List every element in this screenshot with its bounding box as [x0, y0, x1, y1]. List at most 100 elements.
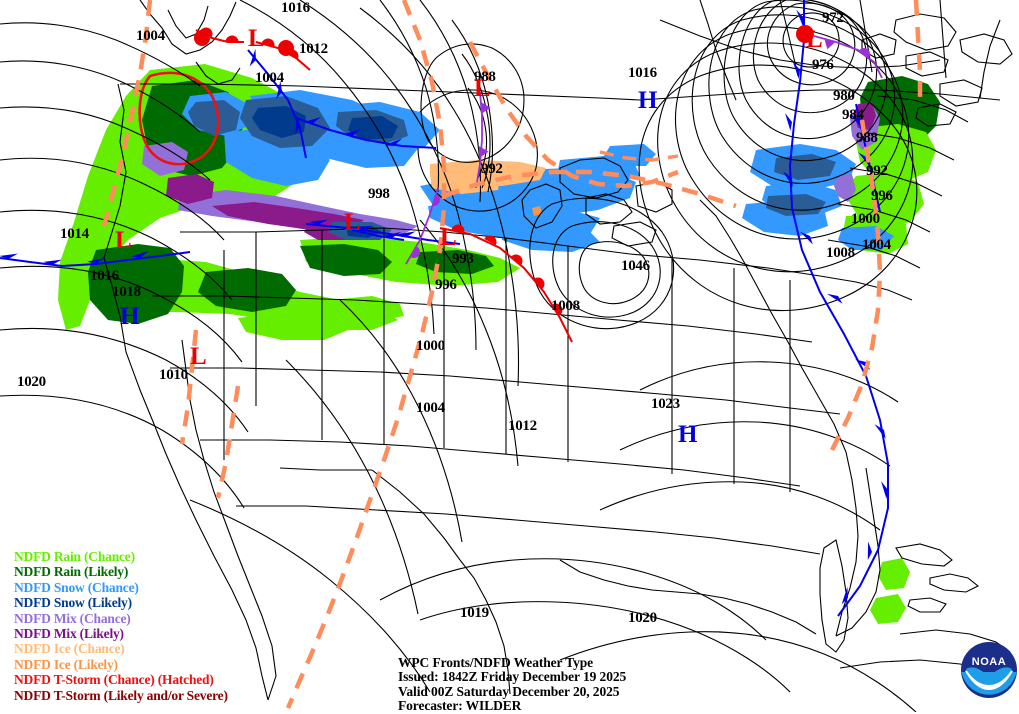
product-issued: Issued: 1842Z Friday December 19 2025 — [398, 669, 627, 685]
precip-region-florida-0 — [878, 558, 910, 590]
warm-front-plains-bump-0 — [451, 224, 465, 233]
pressure-center-h-7: H — [638, 87, 658, 114]
legend-item-2: NDFD Snow (Chance) — [14, 579, 139, 595]
isobar-21 — [189, 499, 431, 693]
isobar-label-1020-25: 1020 — [17, 374, 46, 390]
occluded-front-ne-barb-0 — [824, 38, 836, 50]
isobar-18 — [419, 219, 519, 467]
geo-path-57 — [959, 33, 1013, 65]
pressure-center-l-2: L — [806, 26, 823, 53]
precip-region-midwest-4 — [430, 174, 500, 194]
legend-item-4: NDFD Mix (Chance) — [14, 610, 131, 626]
isobar-34 — [691, 14, 904, 211]
cold-front-west-barb-3 — [131, 251, 149, 258]
geo-path-44 — [827, 239, 921, 269]
pressure-center-l-4: L — [344, 209, 361, 236]
isobar-label-1023-30: 1023 — [651, 396, 680, 412]
geo-path-60 — [915, 103, 957, 127]
isobar-label-1018-20: 1018 — [112, 284, 141, 300]
pressure-center-h-9: H — [678, 421, 698, 448]
geo-path-33 — [200, 439, 621, 465]
isobar-label-1016-19: 1016 — [90, 268, 119, 284]
cold-front-northeast-barb-3 — [782, 171, 793, 187]
geo-path-8 — [585, 193, 633, 225]
geo-path-55 — [979, 19, 1001, 99]
warm-front-plains — [439, 227, 573, 343]
legend-item-8: NDFD T-Storm (Chance) (Hatched) — [14, 672, 214, 688]
geo-path-34 — [236, 505, 657, 533]
tstorm-hatch-outline — [138, 71, 220, 166]
isobar-4 — [0, 209, 233, 301]
cold-front-northeast-barb-5 — [826, 293, 843, 304]
isobar-label-1019-31: 1019 — [460, 605, 489, 621]
isobar-16 — [299, 0, 477, 351]
warm-front-plains-bump-4 — [552, 303, 563, 316]
cold-front-central-barb-0 — [309, 219, 328, 225]
product-forecaster: Forecaster: WILDER — [398, 698, 522, 714]
cold-front-northeast-barb-2 — [785, 113, 792, 131]
isobar-label-1016-7: 1016 — [628, 65, 657, 81]
isobar-6 — [0, 327, 249, 433]
isobar-10 — [451, 19, 494, 193]
trough-5 — [829, 119, 883, 452]
precip-region-northeast-2 — [848, 172, 924, 228]
low-center-disc-ne — [796, 25, 814, 43]
isobar-36 — [657, 42, 914, 273]
legend-item-0: NDFD Rain (Chance) — [14, 549, 135, 564]
isobar-37 — [638, 64, 918, 312]
isobar-label-1020-32: 1020 — [628, 610, 657, 626]
isobar-label-992-13: 992 — [866, 163, 888, 179]
cold-front-nw-barb-2 — [385, 138, 403, 146]
trough-lakes — [599, 150, 679, 162]
precip-region-west-20 — [142, 142, 188, 176]
geo-path-50 — [659, 19, 941, 69]
geo-path-7 — [521, 183, 563, 229]
isobar-11 — [461, 53, 491, 189]
isobar-8 — [379, 0, 440, 193]
trough-3 — [443, 169, 737, 209]
geo-path-45 — [837, 203, 931, 233]
precip-region-ice-speck — [532, 206, 542, 216]
legend: NDFD Rain (Chance) NDFD Rain (Likely) NDFD… — [14, 549, 228, 703]
warm-front-plains-bump-3 — [533, 277, 545, 290]
isobar-label-992-5: 992 — [481, 161, 503, 177]
isobar-label-993-21: 993 — [452, 251, 474, 267]
pressure-center-l-6: L — [190, 343, 207, 370]
cold-front-northeast-barb-7 — [874, 424, 886, 439]
pressure-center-l-3: L — [115, 227, 132, 254]
occluded-front-west — [405, 187, 439, 265]
pressure-center-l-0: L — [248, 25, 265, 52]
isobar-label-998-6: 998 — [368, 186, 390, 202]
geo-path-37 — [659, 393, 841, 415]
isobar-5 — [0, 265, 243, 363]
geo-path-3 — [167, 5, 209, 39]
geo-path-11 — [699, 199, 859, 637]
isobar-33 — [708, 6, 896, 184]
isobar-28 — [782, 12, 840, 68]
cold-front-nw-barb-0 — [303, 117, 321, 124]
cold-front-northeast — [788, 0, 889, 617]
isobar-label-980-10: 980 — [833, 88, 855, 104]
isobar-3 — [0, 157, 225, 241]
geo-path-17 — [819, 539, 849, 653]
isobar-label-1004-3: 1004 — [255, 70, 284, 86]
cold-front-northeast-barb-10 — [841, 586, 848, 605]
cold-front-basin-barb-1 — [383, 231, 402, 238]
isobar-label-1016-1: 1016 — [281, 0, 310, 16]
isobar-26 — [619, 421, 891, 467]
isobar-27 — [599, 481, 881, 531]
isobar-19 — [339, 299, 463, 543]
warm-front-plains-bump-1 — [484, 235, 497, 246]
geo-path-51 — [699, 0, 737, 101]
precip-region-northeast-9 — [766, 194, 826, 216]
cold-front-northeast-barb-0 — [796, 9, 804, 27]
isobar-label-1000-15: 1000 — [851, 211, 880, 227]
isobar-15 — [239, 0, 435, 335]
precip-region-midwest-6 — [604, 144, 656, 166]
cold-front-ne-inner-barb-0 — [850, 114, 862, 129]
precip-region-northeast-12 — [834, 174, 856, 202]
isobar-label-1000-27: 1000 — [416, 338, 445, 354]
geo-path-46 — [849, 167, 943, 197]
